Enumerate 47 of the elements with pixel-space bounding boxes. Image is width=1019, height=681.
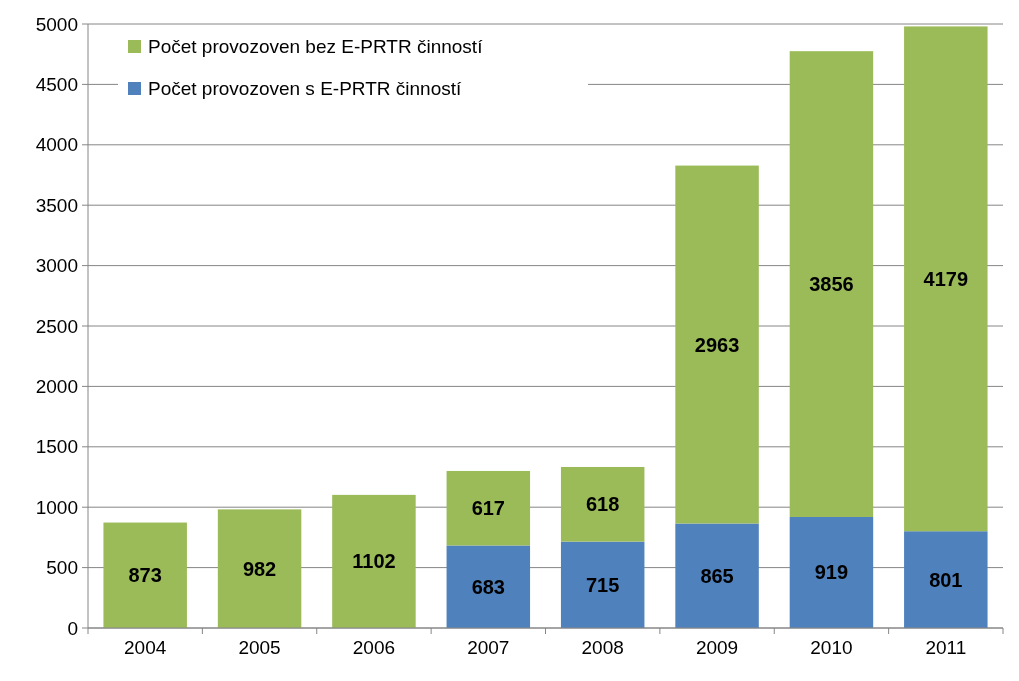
- bar: [904, 531, 988, 628]
- bar: [675, 165, 759, 524]
- y-tick-label: 4500: [35, 74, 78, 96]
- data-label: 3856: [809, 273, 854, 296]
- bar: [675, 523, 759, 628]
- y-tick-label: 5000: [35, 13, 78, 35]
- y-tick-label: 2500: [35, 315, 78, 337]
- x-tick-label: 2010: [810, 637, 853, 658]
- data-label: 982: [242, 557, 277, 580]
- bar: [217, 509, 302, 628]
- legend-label: Počet provozoven bez E-PRTR činností: [148, 35, 484, 57]
- x-tick-label: 2006: [352, 637, 396, 658]
- data-label: 618: [586, 493, 620, 516]
- bar: [904, 26, 988, 532]
- x-tick-label: 2005: [238, 637, 281, 658]
- data-label: 683: [471, 575, 505, 598]
- y-tick-label: 2000: [35, 376, 78, 398]
- data-label: 2963: [694, 333, 740, 356]
- x-tick-label: 2004: [124, 637, 167, 658]
- data-label: 919: [814, 561, 849, 584]
- bar: [446, 470, 531, 546]
- y-tick-label: 500: [46, 557, 78, 579]
- x-tick-label: 2009: [695, 637, 739, 658]
- data-label: 617: [471, 497, 505, 520]
- bar: [789, 516, 874, 628]
- data-label: 865: [700, 564, 734, 587]
- y-tick-label: 3500: [35, 194, 78, 216]
- y-tick-label: 0: [67, 617, 78, 639]
- data-label: 715: [586, 573, 620, 596]
- bar: [446, 545, 531, 628]
- x-tick-label: 2007: [467, 637, 510, 658]
- y-tick-label: 3000: [35, 255, 78, 277]
- data-label: 4179: [923, 267, 969, 290]
- data-label: 1102: [352, 550, 396, 573]
- data-label: 801: [929, 568, 963, 591]
- y-tick-label: 4000: [35, 134, 78, 156]
- bar: [560, 466, 645, 542]
- bar: [789, 51, 874, 517]
- legend-label: Počet provozoven s E-PRTR činností: [148, 77, 463, 99]
- data-label: 873: [128, 564, 162, 587]
- bar: [560, 541, 645, 628]
- bar: [103, 522, 187, 628]
- bar: [332, 494, 416, 628]
- y-tick-label: 1500: [35, 436, 78, 458]
- x-tick-label: 2008: [581, 637, 624, 658]
- x-tick-label: 2011: [925, 637, 967, 658]
- y-tick-label: 1000: [35, 496, 78, 518]
